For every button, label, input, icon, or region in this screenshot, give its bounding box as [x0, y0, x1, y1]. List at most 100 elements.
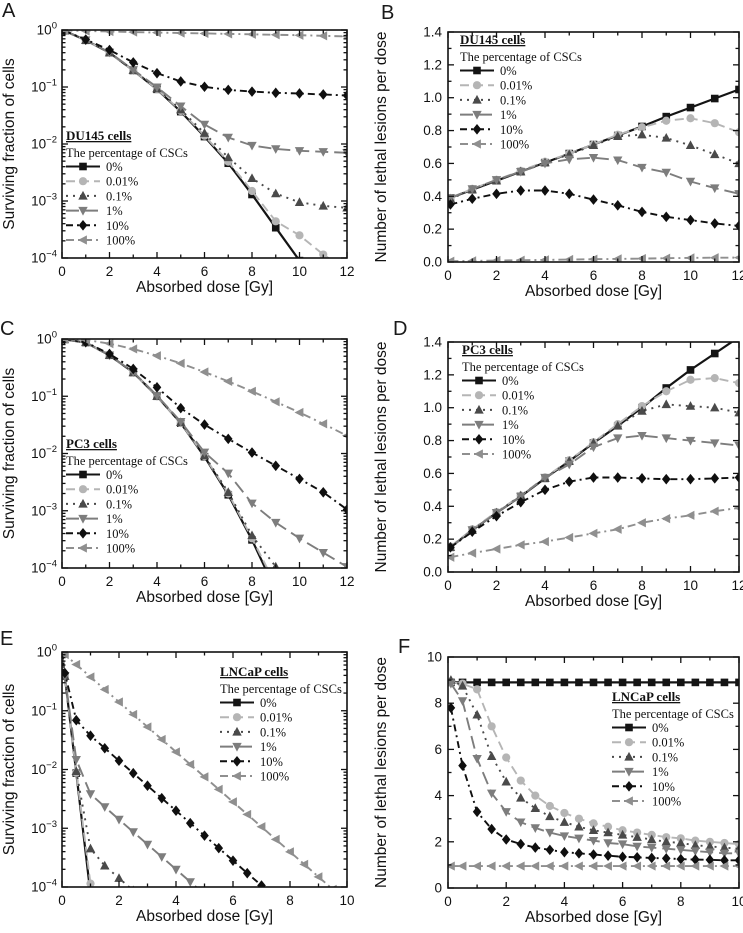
- svg-text:PC3 cells: PC3 cells: [66, 436, 117, 451]
- panel-c: C 0 2 4 6 8 10 12 100 10−1 10−2 10−3 10−4 Absorbed d…: [0, 310, 371, 620]
- svg-text:0: 0: [434, 881, 442, 896]
- svg-text:0: 0: [58, 574, 66, 589]
- svg-text:6: 6: [229, 893, 237, 908]
- panel-a-chart: 0 2 4 6 8 10 12 100 10−1 10−2 10−3 10−4 Absorbed dos…: [1, 21, 355, 297]
- svg-text:Number of lethal lesions per d: Number of lethal lesions per dose: [373, 342, 390, 573]
- svg-text:8: 8: [248, 264, 256, 279]
- svg-text:1.4: 1.4: [423, 335, 442, 350]
- svg-text:100: 100: [37, 643, 57, 660]
- svg-text:Number of lethal lesions per d: Number of lethal lesions per dose: [373, 657, 390, 888]
- svg-text:The percentage of CSCs: The percentage of CSCs: [66, 146, 188, 160]
- svg-text:0%: 0%: [260, 696, 277, 710]
- svg-text:100: 100: [37, 21, 57, 38]
- svg-text:The percentage of CSCs: The percentage of CSCs: [460, 50, 582, 64]
- svg-text:0.2: 0.2: [423, 222, 442, 237]
- svg-text:DU145 cells: DU145 cells: [460, 32, 525, 47]
- svg-text:10−4: 10−4: [31, 559, 57, 576]
- svg-text:1.4: 1.4: [423, 25, 442, 40]
- svg-text:10−4: 10−4: [31, 878, 57, 895]
- svg-text:0.0: 0.0: [423, 565, 442, 580]
- svg-text:6: 6: [434, 742, 442, 757]
- svg-text:Surviving fraction of cells: Surviving fraction of cells: [1, 58, 18, 230]
- panel-f-chart: 0 2 4 6 8 10 0 2 4 6 8 10 Absorbed dose [Gy] Number o…: [373, 650, 743, 927]
- svg-text:8: 8: [286, 893, 294, 908]
- svg-text:10%: 10%: [500, 123, 523, 137]
- panel-e-chart: 0 2 4 6 8 10 100 10−1 10−2 10−3 10−4 Absorbed dose …: [1, 643, 355, 926]
- svg-text:4: 4: [153, 264, 161, 279]
- panel-d-letter: D: [393, 318, 408, 340]
- svg-text:6: 6: [201, 264, 209, 279]
- svg-text:100%: 100%: [652, 795, 681, 809]
- svg-text:1%: 1%: [652, 765, 669, 779]
- svg-text:Absorbed dose [Gy]: Absorbed dose [Gy]: [525, 593, 662, 610]
- svg-text:Absorbed dose [Gy]: Absorbed dose [Gy]: [136, 279, 273, 296]
- panel-f: F 0 2 4 6 8 10 0 2 4 6 8 10 Absorbed dose [Gy] Number…: [372, 620, 743, 933]
- svg-text:1.0: 1.0: [423, 90, 442, 105]
- svg-text:The percentage of CSCs: The percentage of CSCs: [220, 682, 342, 696]
- panel-d-chart: 0 2 4 6 8 10 12 0.0 0.2 0.4 0.6 0.8 1.0 1.2 1.4 Absorbe…: [373, 335, 743, 611]
- svg-text:6: 6: [590, 578, 598, 593]
- svg-text:2: 2: [434, 834, 442, 849]
- svg-text:0.01%: 0.01%: [260, 711, 292, 725]
- svg-text:1%: 1%: [106, 204, 123, 218]
- svg-text:0.6: 0.6: [423, 156, 442, 171]
- panel-e-letter: E: [0, 628, 14, 650]
- svg-text:10%: 10%: [502, 433, 525, 447]
- svg-text:2: 2: [493, 578, 501, 593]
- svg-text:The percentage of CSCs: The percentage of CSCs: [66, 454, 188, 468]
- svg-text:100%: 100%: [502, 448, 531, 462]
- svg-text:10−2: 10−2: [31, 135, 57, 152]
- svg-text:DU145 cells: DU145 cells: [66, 128, 131, 143]
- svg-text:10−1: 10−1: [31, 78, 57, 95]
- svg-text:10%: 10%: [106, 219, 129, 233]
- svg-text:0%: 0%: [106, 468, 123, 482]
- svg-text:The percentage of CSCs: The percentage of CSCs: [612, 707, 734, 721]
- svg-text:4: 4: [172, 893, 180, 908]
- svg-text:6: 6: [201, 574, 209, 589]
- svg-text:Absorbed dose [Gy]: Absorbed dose [Gy]: [525, 283, 662, 300]
- svg-text:2: 2: [115, 893, 123, 908]
- panel-b-chart: 0 2 4 6 8 10 12 0.0 0.2 0.4 0.6 0.8 1.0 1.2 1.4 Absorbe…: [373, 25, 743, 301]
- svg-text:10: 10: [339, 893, 354, 908]
- svg-text:10%: 10%: [652, 780, 675, 794]
- svg-text:0.01%: 0.01%: [652, 736, 684, 750]
- svg-text:The percentage of CSCs: The percentage of CSCs: [462, 360, 584, 374]
- panel-b: B 0 2 4 6 8 10 12 0.0 0.2 0.4 0.6 0.8 1.0 1.2 1.4 Absor…: [372, 0, 743, 310]
- svg-text:0: 0: [58, 264, 66, 279]
- panel-a-letter: A: [2, 0, 16, 22]
- svg-text:10: 10: [683, 578, 698, 593]
- svg-text:0%: 0%: [502, 374, 519, 388]
- svg-text:100%: 100%: [260, 770, 289, 784]
- svg-text:8: 8: [677, 894, 685, 909]
- svg-text:10−3: 10−3: [31, 192, 57, 209]
- svg-text:0%: 0%: [106, 160, 123, 174]
- svg-text:10: 10: [292, 264, 307, 279]
- panel-f-letter: F: [398, 636, 411, 658]
- svg-text:2: 2: [502, 894, 510, 909]
- svg-text:1%: 1%: [260, 740, 277, 754]
- svg-text:0: 0: [58, 893, 66, 908]
- svg-text:12: 12: [731, 578, 743, 593]
- svg-text:0.01%: 0.01%: [106, 483, 138, 497]
- svg-text:10: 10: [683, 268, 698, 283]
- svg-text:10−3: 10−3: [31, 501, 57, 518]
- svg-text:0%: 0%: [652, 721, 669, 735]
- svg-text:0.01%: 0.01%: [502, 389, 534, 403]
- svg-text:0.1%: 0.1%: [502, 403, 528, 417]
- panel-c-chart: 0 2 4 6 8 10 12 100 10−1 10−2 10−3 10−4 Absorbed dos…: [1, 330, 355, 607]
- svg-text:100%: 100%: [500, 138, 529, 152]
- svg-text:10−1: 10−1: [31, 701, 57, 718]
- svg-text:1%: 1%: [500, 108, 517, 122]
- svg-text:10−4: 10−4: [31, 249, 57, 266]
- svg-text:0.0: 0.0: [423, 255, 442, 270]
- svg-text:1%: 1%: [502, 418, 519, 432]
- svg-text:0.01%: 0.01%: [500, 79, 532, 93]
- svg-text:1.2: 1.2: [423, 367, 442, 382]
- panel-b-letter: B: [381, 2, 395, 24]
- svg-text:Absorbed dose [Gy]: Absorbed dose [Gy]: [136, 589, 273, 606]
- svg-text:2: 2: [106, 574, 114, 589]
- svg-text:Absorbed dose [Gy]: Absorbed dose [Gy]: [525, 909, 662, 926]
- svg-text:0.6: 0.6: [423, 466, 442, 481]
- svg-text:12: 12: [731, 268, 743, 283]
